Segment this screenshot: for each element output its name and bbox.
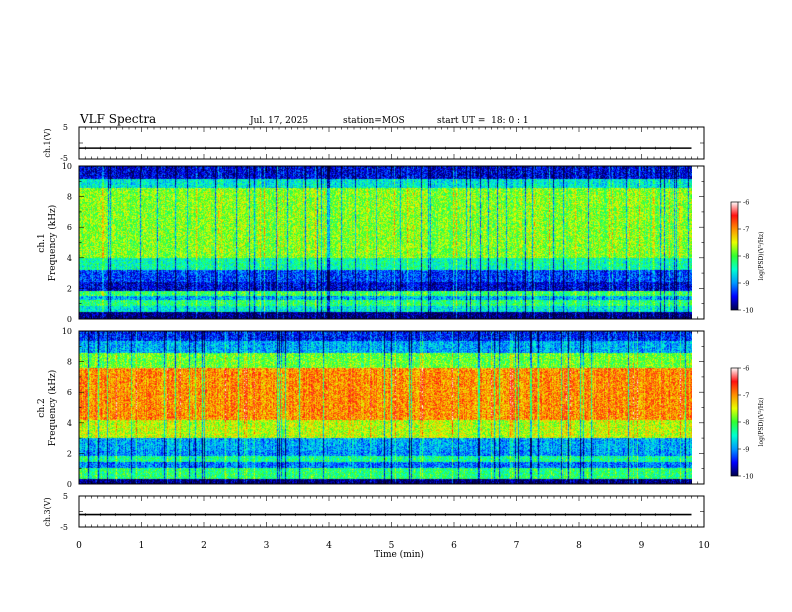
colorbar-tick-label: -8 bbox=[743, 253, 749, 261]
y-tick-label: 4 bbox=[67, 254, 72, 263]
y-tick-label: 10 bbox=[62, 162, 72, 171]
ch3-ytick-bottom: -5 bbox=[60, 523, 68, 532]
y-tick-label: 0 bbox=[67, 480, 72, 489]
ch2-spectrogram-panel: 0 2 4 6 8 10 ch.2 Frequency (kHz) bbox=[37, 327, 705, 489]
y-tick-label: 2 bbox=[67, 284, 72, 293]
colorbar-tick-label: -6 bbox=[743, 199, 749, 207]
ch3-waveform-ylabel: ch.3(V) bbox=[43, 497, 52, 526]
figure-title: VLF Spectra bbox=[79, 112, 156, 126]
ch1-colorbar-gradient bbox=[731, 202, 738, 310]
ch2-spectrogram-image bbox=[79, 331, 692, 484]
ch1-spectrogram-ylabel-channel: ch.1 bbox=[37, 233, 47, 252]
header-start-time: start UT = 18: 0 : 1 bbox=[437, 116, 529, 126]
ch1-waveform-ylabel: ch.1(V) bbox=[43, 128, 52, 157]
ch3-ytick-top: 5 bbox=[63, 492, 68, 501]
ch1-spectrogram-panel: 0 2 4 6 8 10 ch.1 Frequency (kHz) bbox=[37, 162, 705, 324]
colorbar-tick-label: -7 bbox=[743, 226, 749, 234]
ch1-colorbar-label: log(PSD)(V²/Hz) bbox=[758, 232, 765, 281]
x-tick-label: 2 bbox=[201, 541, 207, 551]
ch2-colorbar-label: log(PSD)(V²/Hz) bbox=[758, 398, 765, 447]
ch1-colorbar: -6 -7 -8 -9 -10 log(PSD)(V²/Hz) bbox=[730, 199, 765, 315]
x-tick-label: 9 bbox=[639, 541, 645, 551]
x-tick-label: 5 bbox=[389, 541, 395, 551]
header-station: station=MOS bbox=[343, 116, 405, 126]
time-axis-label: Time (min) bbox=[374, 549, 424, 560]
ch3-waveform-panel: 5 -5 ch.3(V) bbox=[43, 492, 705, 532]
ch1-spectrogram-ylabel-frequency: Frequency (kHz) bbox=[47, 205, 58, 282]
ch1-ytick-bottom: -5 bbox=[60, 154, 68, 163]
time-axis: 0 1 2 3 4 5 6 7 8 9 10 bbox=[76, 127, 710, 551]
colorbar-tick-label: -10 bbox=[743, 473, 753, 481]
header-date: Jul. 17, 2025 bbox=[249, 116, 308, 126]
x-tick-label: 7 bbox=[514, 541, 520, 551]
x-tick-label: 0 bbox=[76, 541, 82, 551]
x-tick-label: 8 bbox=[576, 541, 582, 551]
ch1-ytick-top: 5 bbox=[63, 123, 68, 132]
y-tick-label: 8 bbox=[67, 358, 72, 367]
colorbar-tick-label: -8 bbox=[743, 419, 749, 427]
ch2-colorbar-gradient bbox=[731, 368, 738, 476]
x-tick-label: 10 bbox=[698, 541, 710, 551]
ch2-spectrogram-ylabel-frequency: Frequency (kHz) bbox=[47, 370, 58, 447]
colorbar-tick-label: -9 bbox=[743, 446, 749, 454]
colorbar-tick-label: -7 bbox=[743, 392, 749, 400]
y-tick-label: 8 bbox=[67, 193, 72, 202]
y-tick-label: 2 bbox=[67, 449, 72, 458]
colorbar-tick-label: -10 bbox=[743, 307, 753, 315]
y-tick-label: 10 bbox=[62, 327, 72, 336]
x-tick-label: 3 bbox=[264, 541, 270, 551]
x-tick-label: 4 bbox=[326, 541, 332, 551]
x-tick-label: 1 bbox=[139, 541, 145, 551]
colorbar-tick-label: -6 bbox=[743, 365, 749, 373]
x-tick-label: 6 bbox=[451, 541, 457, 551]
y-tick-label: 6 bbox=[67, 223, 72, 232]
ch1-waveform-panel: 5 -5 ch.1(V) bbox=[43, 123, 705, 163]
ch2-colorbar: -6 -7 -8 -9 -10 log(PSD)(V²/Hz) bbox=[730, 365, 765, 481]
ch2-spectrogram-ylabel-channel: ch.2 bbox=[37, 398, 47, 417]
colorbar-tick-label: -9 bbox=[743, 280, 749, 288]
y-tick-label: 4 bbox=[67, 419, 72, 428]
y-tick-label: 0 bbox=[67, 315, 72, 324]
ch1-spectrogram-image bbox=[79, 166, 692, 319]
y-tick-label: 6 bbox=[67, 388, 72, 397]
